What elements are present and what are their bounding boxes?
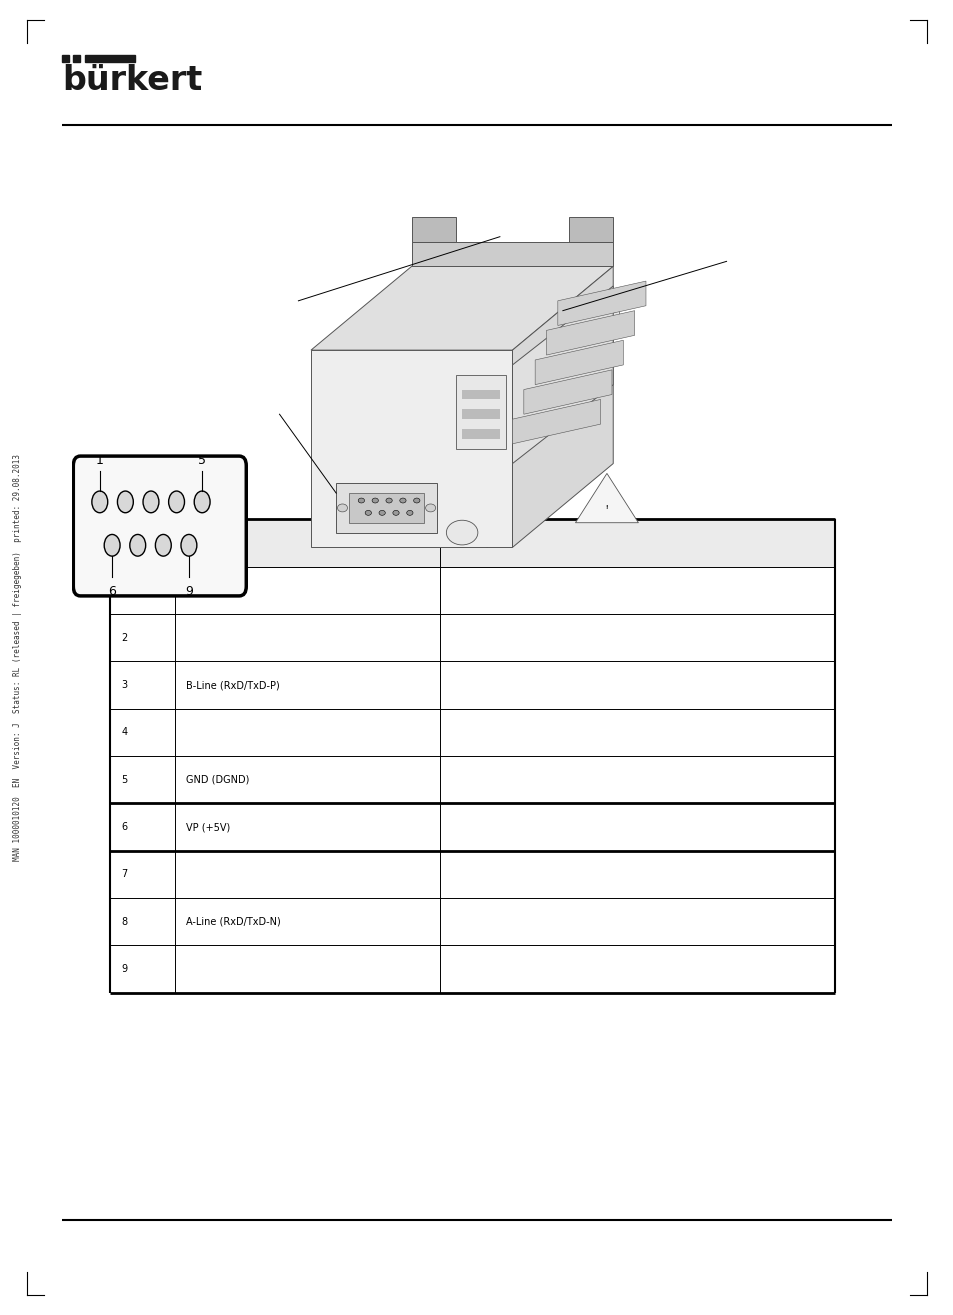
Circle shape — [337, 504, 347, 512]
Circle shape — [446, 521, 477, 544]
Text: 3: 3 — [121, 680, 127, 690]
Circle shape — [104, 534, 120, 556]
Text: 1: 1 — [121, 585, 127, 596]
Polygon shape — [335, 484, 436, 533]
Bar — [62, 55, 69, 62]
Bar — [110, 614, 834, 661]
Circle shape — [143, 490, 159, 513]
Circle shape — [91, 490, 108, 513]
Circle shape — [425, 504, 436, 512]
Text: 2: 2 — [121, 633, 128, 643]
Polygon shape — [461, 429, 499, 439]
Polygon shape — [537, 400, 581, 434]
Polygon shape — [575, 310, 618, 346]
Text: VP (+5V): VP (+5V) — [186, 822, 231, 832]
Text: 5: 5 — [121, 775, 128, 785]
Polygon shape — [349, 493, 424, 523]
Circle shape — [372, 498, 378, 504]
Circle shape — [181, 534, 196, 556]
Circle shape — [365, 510, 371, 515]
Circle shape — [358, 498, 364, 504]
Polygon shape — [412, 242, 613, 267]
Text: 6: 6 — [108, 585, 116, 597]
Polygon shape — [575, 473, 638, 523]
Circle shape — [414, 498, 419, 504]
Text: 7: 7 — [121, 869, 128, 880]
Polygon shape — [562, 341, 606, 375]
Circle shape — [169, 490, 184, 513]
Polygon shape — [558, 281, 645, 326]
Text: B-Line (RxD/TxD-P): B-Line (RxD/TxD-P) — [186, 680, 280, 690]
Circle shape — [378, 510, 385, 515]
Text: Description: Description — [451, 538, 514, 548]
Polygon shape — [550, 370, 594, 405]
Text: Pin: Pin — [121, 538, 138, 548]
Circle shape — [386, 498, 392, 504]
Polygon shape — [461, 409, 499, 419]
Circle shape — [406, 510, 413, 515]
Polygon shape — [512, 400, 600, 444]
Bar — [110, 709, 834, 756]
Text: 9: 9 — [185, 585, 193, 597]
Text: MAN 1000010120  EN  Version: J  Status: RL (released | freigegeben)  printed: 29: MAN 1000010120 EN Version: J Status: RL … — [12, 454, 22, 861]
Bar — [110, 519, 834, 567]
Bar — [110, 756, 834, 803]
Circle shape — [194, 490, 210, 513]
Polygon shape — [461, 389, 499, 400]
Circle shape — [399, 498, 406, 504]
Polygon shape — [535, 341, 622, 385]
Bar — [110, 851, 834, 898]
Circle shape — [393, 510, 398, 515]
Text: 4: 4 — [121, 727, 127, 738]
Circle shape — [117, 490, 133, 513]
Polygon shape — [512, 287, 613, 464]
Text: GND (DGND): GND (DGND) — [186, 775, 250, 785]
Text: 1: 1 — [95, 455, 104, 467]
Bar — [110, 898, 834, 945]
Text: Signal: Signal — [186, 538, 221, 548]
Polygon shape — [456, 375, 506, 448]
Text: 5: 5 — [198, 455, 206, 467]
Text: bürkert: bürkert — [62, 64, 202, 97]
Polygon shape — [412, 217, 456, 242]
Bar — [85, 55, 134, 62]
Text: 8: 8 — [121, 917, 127, 927]
Text: 6: 6 — [121, 822, 127, 832]
FancyBboxPatch shape — [73, 456, 246, 596]
Text: 9: 9 — [121, 964, 127, 974]
Text: !: ! — [605, 505, 608, 510]
Bar — [110, 945, 834, 993]
Polygon shape — [512, 267, 613, 547]
Bar — [110, 803, 834, 851]
Polygon shape — [523, 370, 611, 414]
Circle shape — [155, 534, 172, 556]
Text: A-Line (RxD/TxD-N): A-Line (RxD/TxD-N) — [186, 917, 281, 927]
Polygon shape — [546, 310, 634, 355]
Polygon shape — [569, 217, 613, 242]
Bar — [110, 661, 834, 709]
Bar — [110, 567, 834, 614]
Circle shape — [130, 534, 146, 556]
Polygon shape — [311, 267, 613, 350]
Bar — [73, 55, 80, 62]
Polygon shape — [311, 350, 512, 547]
